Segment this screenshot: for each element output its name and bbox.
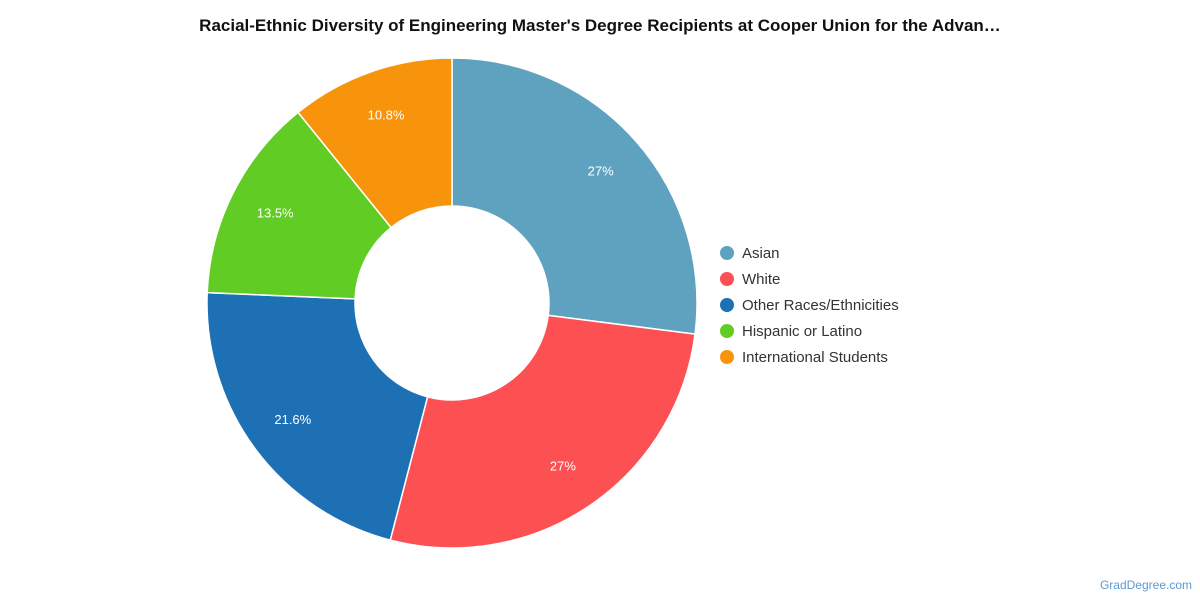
legend-label: Hispanic or Latino [742, 322, 863, 340]
legend-label: Asian [742, 244, 780, 262]
slice-label: 27% [550, 458, 576, 473]
slice-label: 13.5% [257, 205, 294, 220]
legend-item[interactable]: White [720, 266, 899, 292]
slice-other-races-ethnicities[interactable] [206, 291, 429, 542]
legend-item[interactable]: Asian [720, 240, 899, 266]
legend-item[interactable]: Hispanic or Latino [720, 318, 899, 344]
slice-international-students[interactable] [297, 57, 453, 229]
chart-title: Racial-Ethnic Diversity of Engineering M… [199, 16, 1001, 35]
slice-label: 10.8% [368, 108, 405, 123]
legend-item[interactable]: International Students [720, 344, 899, 370]
slice-hispanic-or-latino[interactable] [206, 111, 393, 300]
slices-group [206, 57, 698, 549]
legend: Asian White Other Races/Ethnicities Hispani… [720, 240, 899, 370]
slice-white[interactable] [389, 314, 696, 549]
slice-label: 27% [588, 164, 614, 179]
legend-swatch [720, 298, 734, 312]
legend-label: International Students [742, 348, 888, 366]
slice-asian[interactable] [451, 57, 698, 335]
legend-label: White [742, 270, 781, 288]
legend-swatch [720, 272, 734, 286]
legend-item[interactable]: Other Races/Ethnicities [720, 292, 899, 318]
slice-labels-group: 27% 27% 21.6% 13.5% 10.8% [257, 108, 614, 474]
legend-swatch [720, 324, 734, 338]
slice-label: 21.6% [274, 412, 311, 427]
watermark: GradDegree.com [1099, 578, 1192, 592]
legend-label: Other Races/Ethnicities [742, 296, 899, 314]
legend-swatch [720, 246, 734, 260]
legend-swatch [720, 350, 734, 364]
